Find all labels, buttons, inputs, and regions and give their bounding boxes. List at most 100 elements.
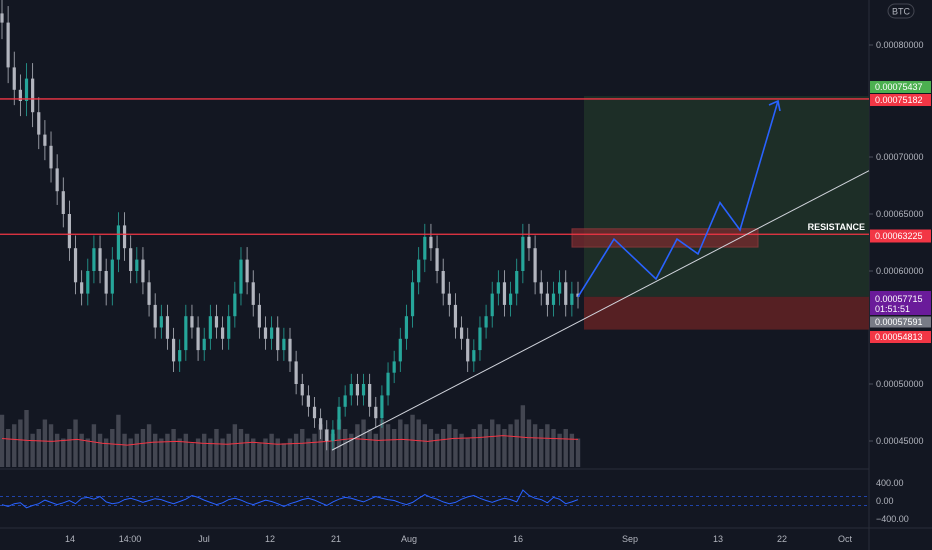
candle-body bbox=[551, 293, 556, 305]
upper-level-price-badge-text: 0.00075182 bbox=[875, 95, 923, 105]
candle-body bbox=[484, 316, 488, 328]
candle-body bbox=[539, 282, 543, 294]
oscillator-axis[interactable]: 400.00 0.00 −400.00 bbox=[876, 478, 909, 524]
volume-bar bbox=[54, 433, 60, 467]
candle-body bbox=[227, 316, 231, 339]
volume-bar bbox=[134, 433, 140, 467]
candle-body bbox=[202, 338, 206, 351]
volume-bar bbox=[281, 443, 287, 467]
volume-bar bbox=[539, 429, 544, 467]
volume-bar bbox=[103, 438, 109, 467]
candle-body bbox=[564, 282, 568, 305]
projected-price-path[interactable] bbox=[577, 100, 779, 298]
resistance-label: RESISTANCE bbox=[808, 222, 865, 232]
projection-arrowhead bbox=[768, 99, 781, 112]
candle-body bbox=[478, 327, 482, 351]
candle-body bbox=[251, 282, 255, 305]
volume-moving-average-line bbox=[1, 435, 579, 446]
volume-bar bbox=[18, 419, 23, 467]
time-tick-label: 16 bbox=[513, 534, 523, 544]
volume-bar bbox=[257, 443, 262, 467]
volume-bar bbox=[275, 438, 280, 467]
candle-body bbox=[270, 327, 274, 339]
time-tick-label: 22 bbox=[777, 534, 787, 544]
candle-body bbox=[466, 338, 470, 362]
volume-bar bbox=[477, 424, 483, 467]
candle-body bbox=[282, 338, 286, 351]
resistance-price-badge: 0.00063225 bbox=[870, 229, 931, 243]
volume-bar bbox=[330, 433, 336, 467]
volume-bar bbox=[189, 443, 195, 467]
candle-body bbox=[410, 282, 415, 317]
volume-bar bbox=[342, 429, 348, 467]
candle-body bbox=[325, 429, 329, 441]
candle-body bbox=[233, 293, 237, 317]
volume-bar bbox=[85, 438, 90, 467]
volume-bar bbox=[300, 429, 305, 467]
volume-bar bbox=[318, 424, 323, 467]
candle-body bbox=[12, 67, 16, 90]
volume-bar bbox=[306, 438, 311, 467]
candle-body bbox=[533, 248, 537, 283]
volume-bar bbox=[373, 433, 378, 467]
candle-body bbox=[337, 406, 341, 430]
volume-bar bbox=[422, 424, 428, 467]
volume-bar bbox=[355, 424, 360, 467]
volume-bar bbox=[146, 424, 152, 467]
price-tick-label: 0.00050000 bbox=[876, 379, 924, 389]
candle-body bbox=[110, 259, 114, 294]
time-tick-label: 14:00 bbox=[119, 534, 142, 544]
candle-body bbox=[0, 13, 4, 23]
candle-body bbox=[24, 78, 29, 101]
candle-body bbox=[245, 259, 249, 283]
candle-body bbox=[447, 293, 451, 305]
time-tick-label: 14 bbox=[65, 534, 75, 544]
candle-body bbox=[331, 429, 335, 441]
candle-body bbox=[116, 225, 121, 260]
time-axis[interactable]: 14 14:00 Jul 12 21 Aug 16 Sep 13 22 Oct bbox=[65, 534, 853, 544]
volume-bars bbox=[0, 405, 581, 467]
candle-body bbox=[147, 282, 151, 305]
candle-body bbox=[558, 282, 562, 294]
candle-body bbox=[496, 282, 500, 294]
currency-badge[interactable]: BTC bbox=[887, 3, 915, 19]
candle-body bbox=[80, 282, 84, 294]
long-position-stop-zone[interactable] bbox=[584, 296, 869, 330]
ascending-trendline[interactable] bbox=[331, 170, 870, 451]
volume-bar bbox=[12, 424, 17, 467]
candle-body bbox=[361, 384, 366, 396]
resistance-zone[interactable] bbox=[571, 228, 759, 248]
volume-bar bbox=[165, 433, 170, 467]
volume-bar bbox=[293, 433, 299, 467]
volume-bar bbox=[5, 429, 11, 467]
volume-bar bbox=[471, 429, 477, 467]
volume-bar bbox=[496, 424, 501, 467]
candle-body bbox=[49, 145, 53, 169]
candle-body bbox=[294, 361, 298, 384]
candle-body bbox=[380, 395, 384, 419]
volume-bar bbox=[520, 405, 526, 467]
volume-bar bbox=[545, 424, 550, 467]
candle-body bbox=[355, 384, 360, 396]
candle-body bbox=[312, 406, 317, 419]
candle-body bbox=[73, 248, 78, 283]
current-price-badge: 0.00057715 01:51:51 bbox=[870, 291, 931, 315]
volume-bar bbox=[575, 438, 581, 467]
candle-body bbox=[435, 248, 439, 271]
candle-body bbox=[184, 316, 188, 351]
time-tick-label: Aug bbox=[401, 534, 417, 544]
resistance-price-badge-text: 0.00063225 bbox=[875, 231, 923, 241]
price-axis[interactable]: 0.00080000 0.00070000 0.00065000 0.00060000… bbox=[869, 40, 924, 446]
volume-bar bbox=[336, 419, 342, 467]
volume-bar bbox=[453, 429, 458, 467]
candle-body bbox=[349, 384, 353, 396]
candle-body bbox=[502, 282, 507, 305]
secondary-price-badge-text: 0.00057591 bbox=[875, 317, 923, 327]
volume-bar bbox=[128, 438, 133, 467]
candle-body bbox=[453, 304, 458, 328]
candle-body bbox=[141, 259, 145, 283]
stop-price-badge-text: 0.00054813 bbox=[875, 332, 923, 342]
time-tick-label: Oct bbox=[838, 534, 853, 544]
long-position-profit-zone[interactable] bbox=[584, 96, 869, 297]
